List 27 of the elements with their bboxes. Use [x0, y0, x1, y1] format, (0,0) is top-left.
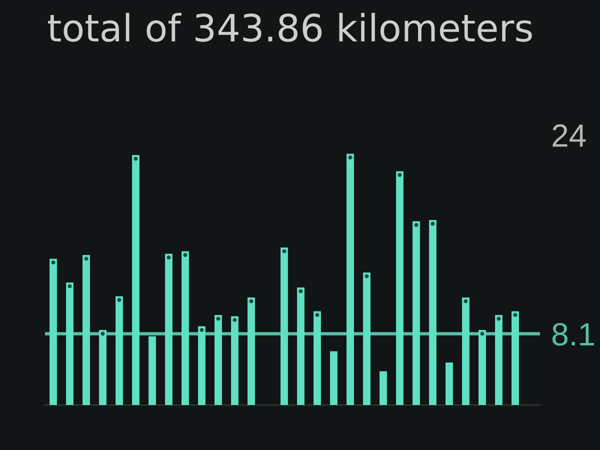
point [100, 332, 105, 336]
point [117, 298, 122, 302]
point [496, 316, 501, 321]
point [51, 260, 56, 265]
point [398, 172, 402, 178]
point [68, 284, 72, 288]
point [249, 299, 254, 304]
y-tick-label: 8.1 [552, 323, 594, 346]
point [315, 312, 320, 318]
point [348, 155, 352, 160]
point [183, 252, 188, 258]
point [216, 316, 220, 321]
point [464, 299, 468, 304]
point [134, 156, 138, 161]
point [232, 318, 237, 322]
point [480, 332, 484, 336]
point [84, 256, 88, 261]
point [298, 289, 303, 294]
point [513, 312, 518, 318]
y-tick-label: 24 [552, 124, 586, 147]
point [430, 222, 435, 226]
point [282, 249, 286, 254]
point [364, 274, 369, 278]
point [414, 222, 418, 228]
point [166, 255, 171, 260]
chart-title: total of 343.86 kilometers [48, 12, 532, 42]
point [200, 328, 204, 332]
